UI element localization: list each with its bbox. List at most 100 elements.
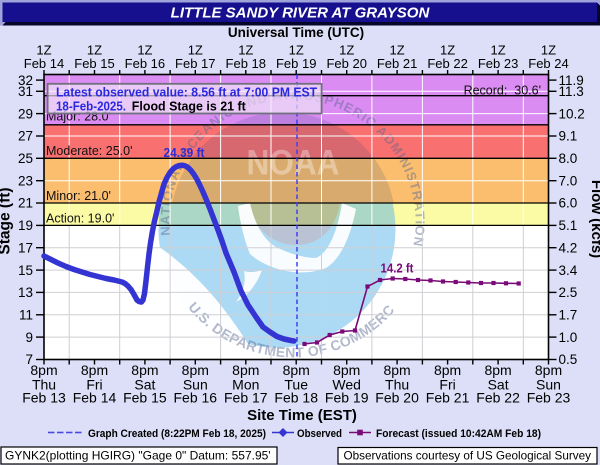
svg-text:8pm: 8pm — [182, 362, 209, 378]
svg-text:24.39 ft: 24.39 ft — [164, 146, 206, 160]
svg-text:Graph Created (8:22PM Feb 18,: Graph Created (8:22PM Feb 18, 2025) — [88, 428, 266, 440]
svg-text:Observations courtesy of US Ge: Observations courtesy of US Geological S… — [344, 449, 592, 463]
svg-text:Site Time (EST): Site Time (EST) — [247, 407, 357, 424]
svg-text:Feb 21: Feb 21 — [377, 56, 417, 71]
svg-text:Feb 14: Feb 14 — [73, 390, 117, 406]
svg-text:13: 13 — [18, 285, 33, 300]
svg-text:1Z: 1Z — [87, 43, 102, 58]
svg-text:8pm: 8pm — [333, 362, 360, 378]
svg-text:Feb 18: Feb 18 — [274, 390, 318, 406]
svg-text:Thu: Thu — [32, 377, 56, 393]
svg-text:1Z: 1Z — [440, 43, 455, 58]
svg-text:LITTLE SANDY RIVER AT GRAYSON: LITTLE SANDY RIVER AT GRAYSON — [171, 5, 431, 22]
svg-text:Mon: Mon — [232, 377, 259, 393]
svg-text:23: 23 — [18, 173, 33, 188]
svg-text:Feb 19: Feb 19 — [276, 56, 316, 71]
svg-text:GYNK2(plotting HGIRG) "Gage 0": GYNK2(plotting HGIRG) "Gage 0" Datum: 55… — [5, 449, 271, 463]
svg-text:25: 25 — [18, 151, 33, 166]
svg-text:Wed: Wed — [332, 377, 361, 393]
svg-text:Feb 20: Feb 20 — [375, 390, 419, 406]
svg-text:Fri: Fri — [86, 377, 102, 393]
svg-text:29: 29 — [18, 106, 33, 121]
svg-text:Feb 20: Feb 20 — [326, 56, 366, 71]
svg-text:8pm: 8pm — [484, 362, 511, 378]
svg-text:Observed: Observed — [297, 428, 342, 440]
svg-text:8pm: 8pm — [434, 362, 461, 378]
svg-text:8pm: 8pm — [81, 362, 108, 378]
svg-text:Feb 14: Feb 14 — [24, 56, 64, 71]
svg-text:Feb 16: Feb 16 — [125, 56, 165, 71]
svg-text:1Z: 1Z — [289, 43, 304, 58]
svg-text:1Z: 1Z — [339, 43, 354, 58]
svg-text:2.5: 2.5 — [559, 285, 578, 300]
svg-text:Feb 19: Feb 19 — [325, 390, 369, 406]
svg-text:Feb 15: Feb 15 — [74, 56, 114, 71]
svg-text:32: 32 — [18, 73, 33, 88]
svg-text:1Z: 1Z — [238, 43, 253, 58]
svg-text:27: 27 — [18, 129, 33, 144]
svg-text:Feb 15: Feb 15 — [123, 390, 167, 406]
svg-text:8pm: 8pm — [30, 362, 57, 378]
svg-text:8pm: 8pm — [535, 362, 562, 378]
svg-text:1Z: 1Z — [390, 43, 405, 58]
svg-text:14.2 ft: 14.2 ft — [381, 262, 415, 276]
svg-text:11: 11 — [19, 308, 33, 323]
svg-text:10.2: 10.2 — [559, 106, 585, 121]
svg-text:Minor: 21.0': Minor: 21.0' — [46, 189, 111, 203]
svg-text:Tue: Tue — [284, 377, 308, 393]
svg-text:Feb 17: Feb 17 — [224, 390, 268, 406]
svg-text:7.0: 7.0 — [559, 173, 578, 188]
svg-text:8pm: 8pm — [283, 362, 310, 378]
svg-text:1Z: 1Z — [541, 43, 556, 58]
svg-text:Sat: Sat — [134, 377, 155, 393]
svg-text:9.1: 9.1 — [559, 129, 578, 144]
svg-text:15: 15 — [18, 263, 33, 278]
svg-text:Moderate: 25.0': Moderate: 25.0' — [46, 144, 132, 158]
svg-text:Feb 23: Feb 23 — [527, 390, 571, 406]
svg-text:0.5: 0.5 — [559, 352, 578, 367]
svg-text:5.1: 5.1 — [559, 218, 578, 233]
svg-text:Record: 30.6': Record: 30.6' — [464, 84, 541, 98]
svg-text:6.0: 6.0 — [559, 196, 578, 211]
svg-text:1Z: 1Z — [188, 43, 203, 58]
svg-text:4.2: 4.2 — [559, 240, 578, 255]
svg-text:Thu: Thu — [385, 377, 409, 393]
svg-text:Feb 22: Feb 22 — [476, 390, 520, 406]
svg-text:1.0: 1.0 — [559, 330, 578, 345]
svg-text:Feb 21: Feb 21 — [426, 390, 470, 406]
svg-text:9: 9 — [25, 330, 33, 345]
svg-text:Feb 16: Feb 16 — [174, 390, 218, 406]
svg-text:Feb 17: Feb 17 — [175, 56, 215, 71]
svg-text:11.3: 11.3 — [559, 84, 584, 99]
svg-text:Latest observed value: 8.56 ft: Latest observed value: 8.56 ft at 7:00 P… — [56, 86, 317, 100]
svg-text:7: 7 — [25, 352, 33, 367]
svg-text:21: 21 — [18, 196, 33, 211]
svg-text:8pm: 8pm — [232, 362, 259, 378]
svg-text:Sat: Sat — [488, 377, 509, 393]
svg-text:NOAA: NOAA — [247, 144, 340, 183]
svg-text:18-Feb-2025.: 18-Feb-2025. — [56, 100, 126, 114]
svg-text:1.7: 1.7 — [559, 308, 578, 323]
svg-text:1Z: 1Z — [137, 43, 152, 58]
svg-text:Sun: Sun — [183, 377, 208, 393]
svg-text:Feb 18: Feb 18 — [226, 56, 266, 71]
svg-text:Fri: Fri — [439, 377, 455, 393]
svg-text:Feb 13: Feb 13 — [22, 390, 66, 406]
svg-text:1Z: 1Z — [36, 43, 51, 58]
svg-text:Forecast (issued 10:42AM Feb 1: Forecast (issued 10:42AM Feb 18) — [376, 428, 541, 440]
svg-text:3.4: 3.4 — [559, 263, 578, 278]
svg-text:Sun: Sun — [536, 377, 561, 393]
svg-text:Flow (kcfs): Flow (kcfs) — [588, 180, 600, 258]
svg-text:Feb 24: Feb 24 — [528, 56, 568, 71]
svg-text:8.0: 8.0 — [559, 151, 578, 166]
svg-text:31: 31 — [18, 84, 33, 99]
svg-text:1Z: 1Z — [491, 43, 506, 58]
svg-text:8pm: 8pm — [383, 362, 410, 378]
svg-text:Feb 23: Feb 23 — [478, 56, 518, 71]
svg-text:17: 17 — [18, 240, 33, 255]
svg-text:11.9: 11.9 — [559, 73, 584, 88]
svg-text:Stage (ft): Stage (ft) — [0, 187, 14, 254]
svg-text:19: 19 — [18, 218, 33, 233]
svg-text:Feb 22: Feb 22 — [427, 56, 467, 71]
svg-text:Universal Time (UTC): Universal Time (UTC) — [228, 25, 364, 40]
